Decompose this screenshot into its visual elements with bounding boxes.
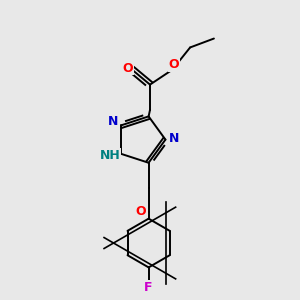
Text: O: O (169, 58, 179, 71)
Text: O: O (135, 205, 146, 218)
Text: N: N (169, 132, 179, 145)
Text: NH: NH (100, 149, 120, 162)
Text: F: F (144, 280, 153, 293)
Text: N: N (108, 115, 118, 128)
Text: O: O (122, 62, 133, 75)
